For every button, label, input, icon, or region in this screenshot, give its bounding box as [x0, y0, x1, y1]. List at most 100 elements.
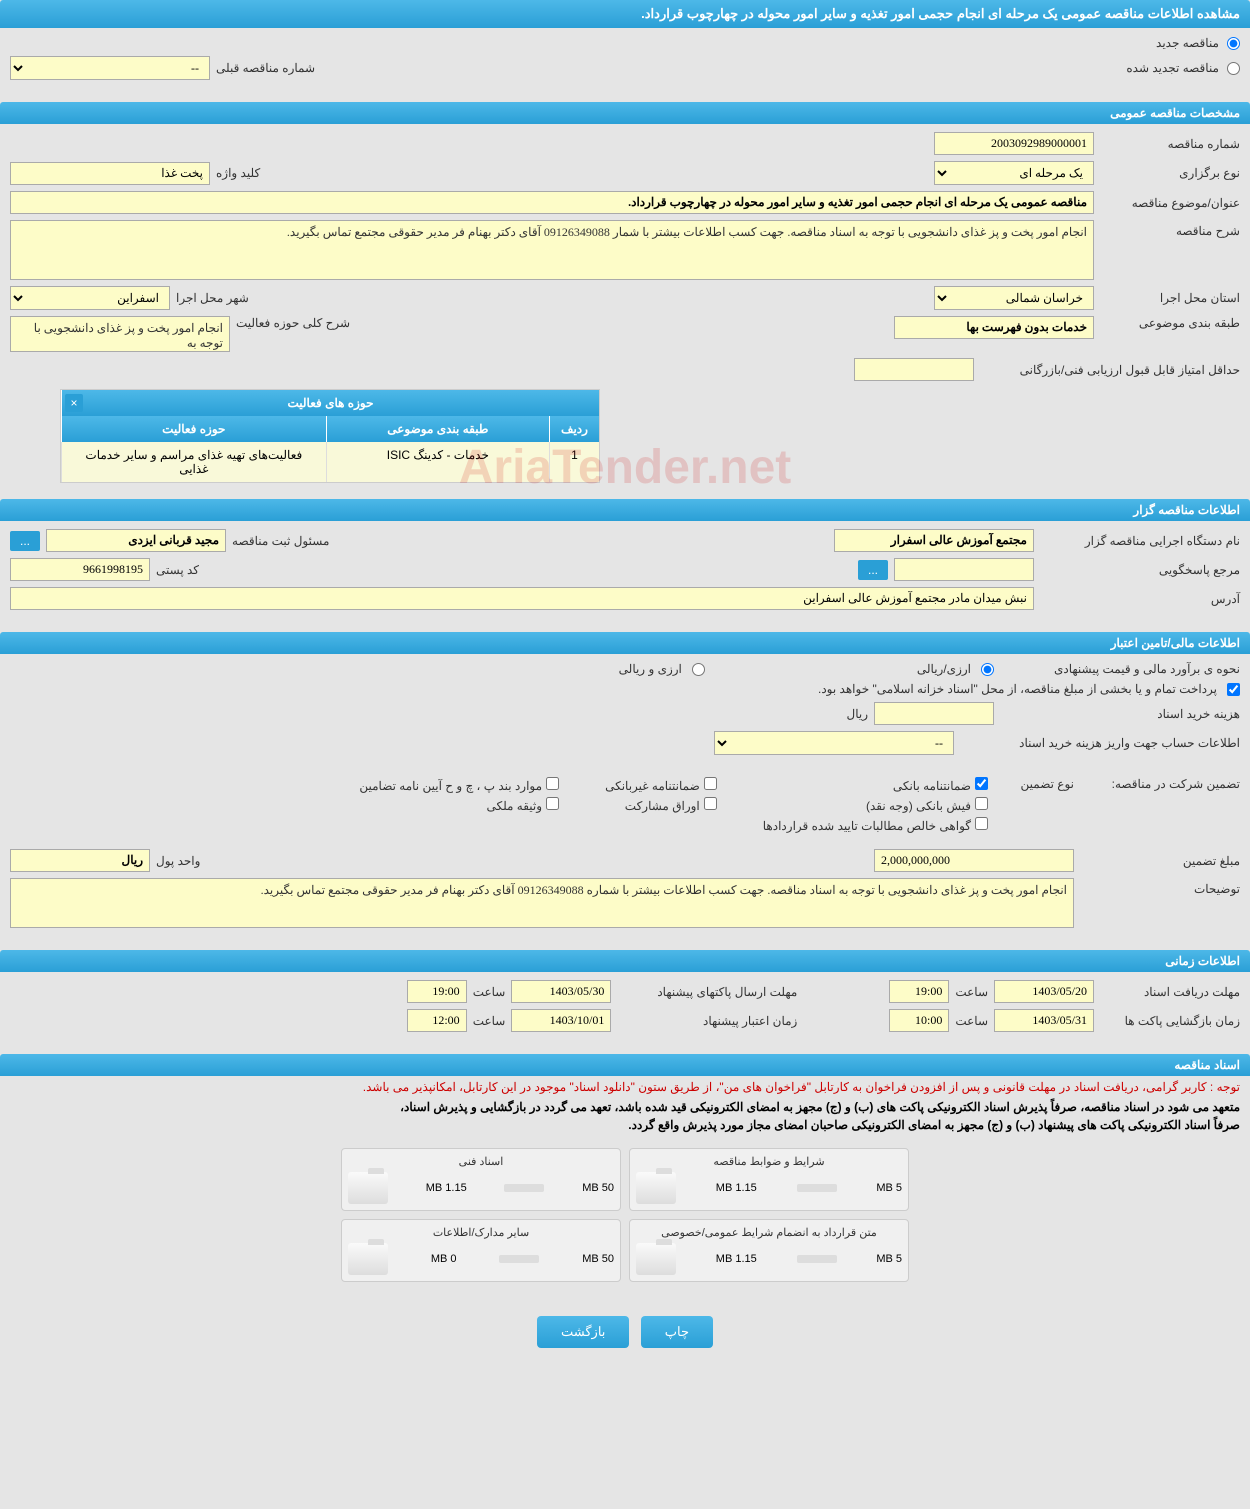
section-general-header: مشخصات مناقصه عمومی	[0, 102, 1250, 124]
checkbox-bank-guarantee[interactable]	[975, 777, 988, 790]
select-account[interactable]: --	[714, 731, 954, 755]
textarea-activity-scope[interactable]: انجام امور پخت و پز غذای دانشجویی با توج…	[10, 316, 230, 352]
radio-rial[interactable]	[981, 663, 994, 676]
label-time-2: ساعت	[473, 985, 506, 999]
label-property: وثیقه ملکی	[486, 799, 542, 813]
label-nonbank: ضمانتنامه غیربانکی	[605, 779, 700, 793]
folder-icon	[348, 1243, 388, 1275]
print-button[interactable]: چاپ	[641, 1316, 713, 1348]
close-activity-table-button[interactable]: ×	[65, 394, 83, 412]
file-title: اسناد فنی	[348, 1155, 614, 1172]
label-tender-number: شماره مناقصه	[1100, 137, 1240, 151]
file-box[interactable]: شرایط و ضوابط مناقصه 5 MB 1.15 MB	[629, 1148, 909, 1211]
select-prev-number[interactable]: --	[10, 56, 210, 80]
checkbox-bonds[interactable]	[704, 797, 717, 810]
label-contact: مرجع پاسخگویی	[1040, 563, 1240, 577]
input-guarantee-amount[interactable]	[874, 849, 1074, 872]
file-box[interactable]: سایر مدارک/اطلاعات 50 MB 0 MB	[341, 1219, 621, 1282]
label-guarantee-amount: مبلغ تضمین	[1080, 854, 1240, 868]
file-title: سایر مدارک/اطلاعات	[348, 1226, 614, 1243]
checkbox-property[interactable]	[546, 797, 559, 810]
checkbox-cash[interactable]	[975, 797, 988, 810]
radio-renewed-tender[interactable]	[1227, 62, 1240, 75]
col-category: طبقه بندی موضوعی	[326, 416, 549, 442]
file-progress	[797, 1255, 837, 1263]
select-city[interactable]: اسفراین	[10, 286, 170, 310]
radio-foreign[interactable]	[692, 663, 705, 676]
input-postal[interactable]	[10, 558, 150, 581]
label-subject: عنوان/موضوع مناقصه	[1100, 196, 1240, 210]
file-title: شرایط و ضوابط مناقصه	[636, 1155, 902, 1172]
file-used: 1.15 MB	[426, 1182, 467, 1194]
file-progress	[499, 1255, 539, 1263]
file-box[interactable]: اسناد فنی 50 MB 1.15 MB	[341, 1148, 621, 1211]
more-registrar-button[interactable]: ...	[10, 531, 40, 551]
checkbox-receivables[interactable]	[975, 817, 988, 830]
select-province[interactable]: خراسان شمالی	[934, 286, 1094, 310]
textarea-notes[interactable]: انجام امور پخت و پز غذای دانشجویی با توج…	[10, 878, 1074, 928]
section-docs-header: اسناد مناقصه	[0, 1054, 1250, 1076]
label-regulation: موارد بند پ ، چ و ح آیین نامه تضامین	[359, 779, 542, 793]
docs-note1: متعهد می شود در اسناد مناقصه، صرفاً پذیر…	[0, 1098, 1250, 1116]
input-min-score[interactable]	[854, 358, 974, 381]
input-doc-cost[interactable]	[874, 702, 994, 725]
checkbox-regulation[interactable]	[546, 777, 559, 790]
table-row: 1 خدمات - کدینگ ISIC فعالیت‌های تهیه غذا…	[61, 442, 599, 482]
input-registrar[interactable]	[46, 529, 226, 552]
label-keyword: کلید واژه	[216, 166, 260, 180]
select-holding-type[interactable]: یک مرحله ای	[934, 161, 1094, 185]
input-validity-date[interactable]	[511, 1009, 611, 1032]
input-currency-unit[interactable]	[10, 849, 150, 872]
input-opening-date[interactable]	[994, 1009, 1094, 1032]
input-submit-date[interactable]	[511, 980, 611, 1003]
col-activity: حوزه فعالیت	[61, 416, 326, 442]
label-time-3: ساعت	[955, 1014, 988, 1028]
cell-activity: فعالیت‌های تهیه غذای مراسم و سایر خدمات …	[61, 442, 326, 482]
input-opening-time[interactable]	[889, 1009, 949, 1032]
file-used: 1.15 MB	[716, 1253, 757, 1265]
input-category[interactable]	[894, 316, 1094, 339]
label-cash: فیش بانکی (وجه نقد)	[866, 799, 971, 813]
back-button[interactable]: بازگشت	[537, 1316, 629, 1348]
textarea-description[interactable]: انجام امور پخت و پز غذای دانشجویی با توج…	[10, 220, 1094, 280]
file-box[interactable]: متن قرارداد به انضمام شرایط عمومی/خصوصی …	[629, 1219, 909, 1282]
radio-new-tender[interactable]	[1227, 37, 1240, 50]
folder-icon	[348, 1172, 388, 1204]
input-tender-number[interactable]	[934, 132, 1094, 155]
label-time-1: ساعت	[955, 985, 988, 999]
file-total: 5 MB	[876, 1182, 902, 1194]
input-contact[interactable]	[894, 558, 1034, 581]
label-bank-guarantee: ضمانتنامه بانکی	[893, 779, 971, 793]
checkbox-nonbank[interactable]	[704, 777, 717, 790]
input-receive-time[interactable]	[889, 980, 949, 1003]
label-submit-deadline: مهلت ارسال پاکتهای پیشنهاد	[617, 985, 797, 999]
file-used: 1.15 MB	[716, 1182, 757, 1194]
section-timing-header: اطلاعات زمانی	[0, 950, 1250, 972]
label-new-tender: مناقصه جدید	[1156, 36, 1219, 50]
label-rial-unit: ریال	[846, 707, 868, 721]
file-total: 5 MB	[876, 1253, 902, 1265]
label-guarantee: تضمین شرکت در مناقصه:	[1080, 777, 1240, 791]
input-org-name[interactable]	[834, 529, 1034, 552]
label-receive-deadline: مهلت دریافت اسناد	[1100, 985, 1240, 999]
checkbox-treasury[interactable]	[1227, 683, 1240, 696]
input-submit-time[interactable]	[407, 980, 467, 1003]
input-receive-date[interactable]	[994, 980, 1094, 1003]
input-address[interactable]	[10, 587, 1034, 610]
label-address: آدرس	[1040, 592, 1240, 606]
label-category: طبقه بندی موضوعی	[1100, 316, 1240, 330]
label-receivables: گواهی خالص مطالبات تایید شده قراردادها	[763, 819, 971, 833]
section-organizer-header: اطلاعات مناقصه گزار	[0, 499, 1250, 521]
input-subject[interactable]	[10, 191, 1094, 214]
input-keyword[interactable]	[10, 162, 210, 185]
page-title: مشاهده اطلاعات مناقصه عمومی یک مرحله ای …	[0, 0, 1250, 28]
label-rial: ارزی/ریالی	[917, 662, 971, 676]
label-province: استان محل اجرا	[1100, 291, 1240, 305]
label-guarantee-type: نوع تضمین	[994, 777, 1074, 791]
activity-table-title: حوزه های فعالیت	[61, 390, 599, 416]
input-validity-time[interactable]	[407, 1009, 467, 1032]
label-account: اطلاعات حساب جهت واریز هزینه خرید اسناد	[960, 736, 1240, 750]
file-total: 50 MB	[582, 1253, 614, 1265]
more-contact-button[interactable]: ...	[858, 560, 888, 580]
folder-icon	[636, 1243, 676, 1275]
